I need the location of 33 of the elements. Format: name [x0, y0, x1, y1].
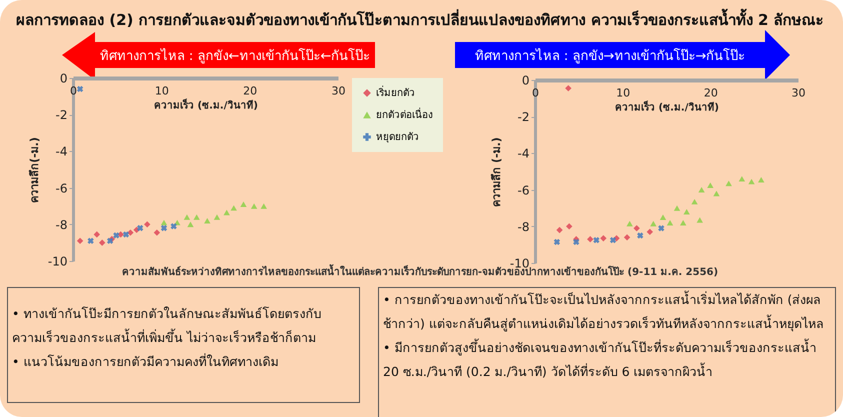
- x-tick-label: 30: [331, 84, 346, 98]
- text: • มีการยกตัวสูงขึ้นอย่างชัดเจนของทางเข้ากันโป๊ะที่ระดับความเร็วของกระแสน้ำ 20 ซ.ม./วินาที (0.2 ม./วินาที) วัดได้ที่ระดับ 6 เมตรจากผิวน้ำ: [383, 338, 818, 381]
- y-tick-label: -2: [55, 108, 68, 122]
- legend-label: ยกตัวต่อเนื่อง: [376, 107, 433, 122]
- y-tick-label: -8: [518, 220, 530, 234]
- x-axis-title: ความเร็ว (ซ.ม./วินาที): [615, 100, 719, 114]
- text: • ทางเข้ากันโป๊ะมีการยกตัวในลักษณะสัมพันธ์โดยตรงกับความเร็วของกระแสน้ำที่เพิ่มขึ้น ไม่ว่าจะเร็วหรือช้าก็ตาม: [12, 305, 322, 347]
- x-tick-label: 30: [792, 86, 806, 100]
- text: ทิศทางการไหล : ลูกขัง←ทางเข้ากันโป๊ะ←กันโป๊ะ: [98, 47, 372, 66]
- x-tick-label: 10: [616, 86, 630, 100]
- text: ทิศทางการไหล : ลูกขัง→ทางเข้ากันโป๊ะ→กันโป๊ะ: [474, 47, 746, 66]
- x-tick-label: 0: [70, 84, 77, 98]
- y-tick-label: -8: [55, 218, 68, 232]
- x-tick-label: 20: [704, 86, 718, 100]
- legend-label: เริ่มยกตัว: [376, 85, 415, 100]
- x-axis-title: ความเร็ว (ซ.ม./วินาที): [154, 98, 258, 112]
- y-tick-label: -2: [518, 110, 530, 124]
- x-tick-label: 20: [242, 84, 257, 98]
- y-tick-label: -6: [55, 182, 68, 196]
- y-tick-label: 0: [522, 74, 530, 88]
- y-tick-label: -6: [518, 183, 530, 198]
- x-tick-label: 0: [532, 86, 539, 100]
- legend-label: หยุดยกตัว: [376, 132, 419, 144]
- y-axis-title: ความลึก (-ม.): [490, 137, 503, 207]
- y-tick-label: 0: [60, 72, 68, 86]
- y-tick-label: -10: [48, 254, 68, 269]
- text: • การยกตัวของทางเข้ากันโป๊ะจะเป็นไปหลังจากกระแสน้ำเริ่มไหลได้สักพัก (ส่งผลช้ากว่า) แต่จะกลับคืนสู่ตำแหน่งเดิมได้อย่างรวดเร็วทันทีหลังจากกระแสน้ำหยุดไหล: [383, 290, 825, 334]
- text: • แนวโน้มของการยกตัวมีความคงที่ในทิศทางเดิม: [12, 352, 280, 371]
- text: ผลการทดลอง (2) การยกตัวและจมตัวของทางเข้ากันโป๊ะตามการเปลี่ยนแปลงของทิศทาง ความเร็วของกระแสน้ำทั้ง 2 ลักษณะ: [16, 8, 824, 31]
- x-tick-label: 10: [154, 84, 169, 98]
- y-tick-label: -4: [55, 144, 68, 159]
- y-tick-label: -4: [518, 146, 530, 161]
- y-axis-title: ความลึก(-ม.): [28, 137, 41, 204]
